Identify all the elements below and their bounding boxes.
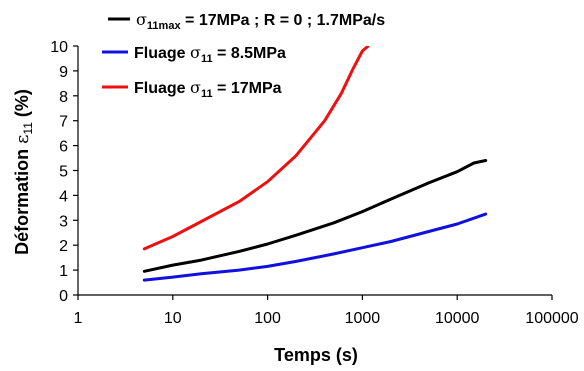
series-line-3 xyxy=(142,46,370,251)
legend-label-3: Fluage σ11 = 17MPa xyxy=(134,78,282,100)
legend-label-1: σ11max = 17MPa ; R = 0 ; 1.7MPa/s xyxy=(136,10,385,32)
legend-subscript: 11 xyxy=(201,88,213,100)
x-tick-label: 10 xyxy=(164,310,182,327)
x-tick-label: 100000 xyxy=(525,310,578,327)
legend-sigma-symbol: σ xyxy=(190,78,201,97)
legend-prefix: Fluage xyxy=(134,80,190,97)
legend-rest: = 17MPa ; R = 0 ; 1.7MPa/s xyxy=(181,12,386,29)
series-line-2 xyxy=(142,212,488,282)
y-tick-label: 4 xyxy=(59,188,68,205)
legend-rest: = 8.5MPa xyxy=(213,45,286,62)
y-tick-label: 6 xyxy=(59,139,68,156)
y-tick-label: 0 xyxy=(59,288,68,305)
y-axis-title-main: Déformation xyxy=(12,144,32,255)
series-layer xyxy=(142,46,488,282)
y-tick-label: 9 xyxy=(59,64,68,81)
legend-subscript: 11max xyxy=(147,20,182,32)
y-tick-label: 5 xyxy=(59,164,68,181)
x-tick-label: 100 xyxy=(254,310,281,327)
y-tick-label: 2 xyxy=(59,238,68,255)
y-tick-label: 10 xyxy=(50,39,68,56)
y-tick-label: 8 xyxy=(59,89,68,106)
series-line-1 xyxy=(142,159,488,273)
y-tick-label: 3 xyxy=(59,213,68,230)
legend-rest: = 17MPa xyxy=(213,80,282,97)
legend-sigma-symbol: σ xyxy=(136,10,147,29)
y-axis-title: Déformation ε11 (%) xyxy=(12,89,35,255)
y-tick-label: 7 xyxy=(59,114,68,131)
legend-subscript: 11 xyxy=(201,53,213,65)
x-axis-title: Temps (s) xyxy=(274,345,358,365)
legend-prefix: Fluage xyxy=(134,45,190,62)
y-axis-title-unit: (%) xyxy=(12,89,32,122)
x-tick-label: 1 xyxy=(74,310,83,327)
legend: σ11max = 17MPa ; R = 0 ; 1.7MPa/sFluage … xyxy=(102,10,385,100)
x-tick-label: 1000 xyxy=(345,310,381,327)
legend-sigma-symbol: σ xyxy=(190,43,201,62)
y-tick-label: 1 xyxy=(59,263,68,280)
legend-label-2: Fluage σ11 = 8.5MPa xyxy=(134,43,286,65)
y-axis-title-subscript: 11 xyxy=(21,122,35,135)
y-axis-title-symbol: ε xyxy=(12,135,33,144)
x-tick-label: 10000 xyxy=(435,310,480,327)
